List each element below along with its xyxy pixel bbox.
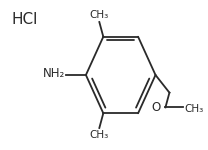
Text: HCl: HCl	[11, 12, 38, 27]
Text: NH₂: NH₂	[43, 67, 65, 80]
Text: O: O	[151, 101, 161, 114]
Text: CH₃: CH₃	[90, 10, 109, 20]
Text: CH₃: CH₃	[184, 104, 204, 114]
Text: CH₃: CH₃	[90, 130, 109, 140]
